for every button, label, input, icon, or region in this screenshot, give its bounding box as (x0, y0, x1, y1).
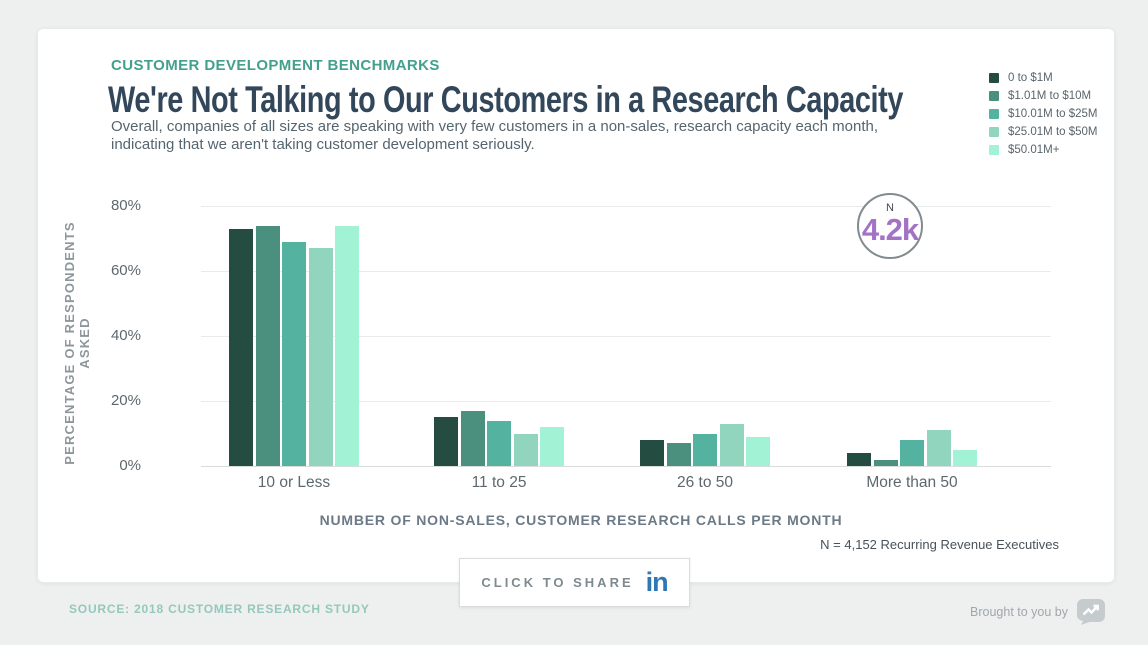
bar (460, 410, 485, 466)
kicker: CUSTOMER DEVELOPMENT BENCHMARKS (111, 57, 440, 74)
bar (900, 440, 924, 466)
y-tick-label: 40% (110, 327, 141, 344)
share-button-label: CLICK TO SHARE (481, 575, 634, 590)
legend-item-label: $25.01M to $50M (1008, 126, 1098, 138)
legend-item: $25.01M to $50M (989, 123, 1098, 141)
bar (746, 436, 770, 466)
legend-swatch-icon (989, 127, 999, 137)
gridline (201, 271, 1051, 272)
plot-area: 0% 20% 40% 60% 80% 10 or Less 11 to 25 26 to 50… (111, 197, 1051, 491)
linkedin-icon: in (645, 567, 669, 597)
badge-value: 4.2k (861, 212, 919, 247)
gridline (201, 206, 1051, 207)
bar (513, 433, 538, 466)
source-note: SOURCE: 2018 CUSTOMER RESEARCH STUDY (69, 602, 370, 616)
badge-label: N (886, 202, 894, 214)
bar (540, 427, 564, 466)
legend-item: $1.01M to $10M (989, 87, 1098, 105)
bar (953, 449, 977, 466)
legend-item-label: 0 to $1M (1008, 72, 1053, 84)
attribution: Brought to you by (970, 598, 1106, 625)
bar (282, 241, 306, 466)
x-tick-label: 10 or Less (257, 474, 331, 491)
bar (487, 420, 511, 466)
gridline (201, 401, 1051, 402)
legend-swatch-icon (989, 109, 999, 119)
bar (229, 228, 253, 466)
bar-group (434, 410, 564, 466)
legend-item: $10.01M to $25M (989, 105, 1098, 123)
bar (693, 433, 717, 466)
y-tick-label: 60% (110, 262, 141, 279)
bar (335, 225, 359, 466)
legend-item-label: $10.01M to $25M (1008, 108, 1098, 120)
gridline (201, 466, 1051, 467)
bar (255, 225, 280, 466)
profitwell-logo (1077, 599, 1105, 625)
chart-card: CUSTOMER DEVELOPMENT BENCHMARKS We're No… (37, 28, 1115, 583)
bar (434, 417, 458, 466)
x-tick-label: 26 to 50 (676, 474, 734, 491)
y-tick-label: 20% (110, 392, 141, 409)
y-tick-label: 80% (110, 197, 141, 214)
legend-swatch-icon (989, 73, 999, 83)
bar-group (640, 423, 770, 466)
legend-item: 0 to $1M (989, 69, 1098, 87)
bar (640, 440, 664, 466)
bar (873, 459, 898, 466)
gridline (201, 336, 1051, 337)
sample-note: N = 4,152 Recurring Revenue Executives (820, 537, 1059, 552)
bar (719, 423, 744, 466)
x-tick-label: More than 50 (866, 474, 958, 491)
subtitle-line-1: Overall, companies of all sizes are spea… (111, 118, 879, 135)
attribution-text: Brought to you by (970, 604, 1068, 619)
y-tick-label: 0% (119, 457, 141, 474)
bar (308, 248, 333, 466)
subtitle-line-2: indicating that we aren't taking custome… (111, 136, 535, 153)
sample-size-badge: N 4.2k (857, 193, 923, 259)
bar-group (847, 430, 977, 466)
chart-subtitle: Overall, companies of all sizes are spea… (111, 118, 878, 154)
x-axis-title: NUMBER OF NON-SALES, CUSTOMER RESEARCH C… (319, 512, 843, 528)
legend-swatch-icon (989, 91, 999, 101)
bar (926, 430, 951, 466)
chart-title: We're Not Talking to Our Customers in a … (108, 79, 904, 120)
chart-legend: 0 to $1M $1.01M to $10M $10.01M to $25M $25… (989, 69, 1098, 159)
legend-item: $50.01M+ (989, 141, 1098, 159)
legend-item-label: $50.01M+ (1008, 144, 1060, 156)
legend-item-label: $1.01M to $10M (1008, 90, 1092, 102)
x-tick-label: 11 to 25 (471, 474, 527, 491)
bar (666, 443, 691, 466)
legend-swatch-icon (989, 145, 999, 155)
bar (847, 453, 871, 466)
share-button[interactable]: CLICK TO SHARE in (459, 558, 690, 607)
bar-group (229, 225, 359, 466)
